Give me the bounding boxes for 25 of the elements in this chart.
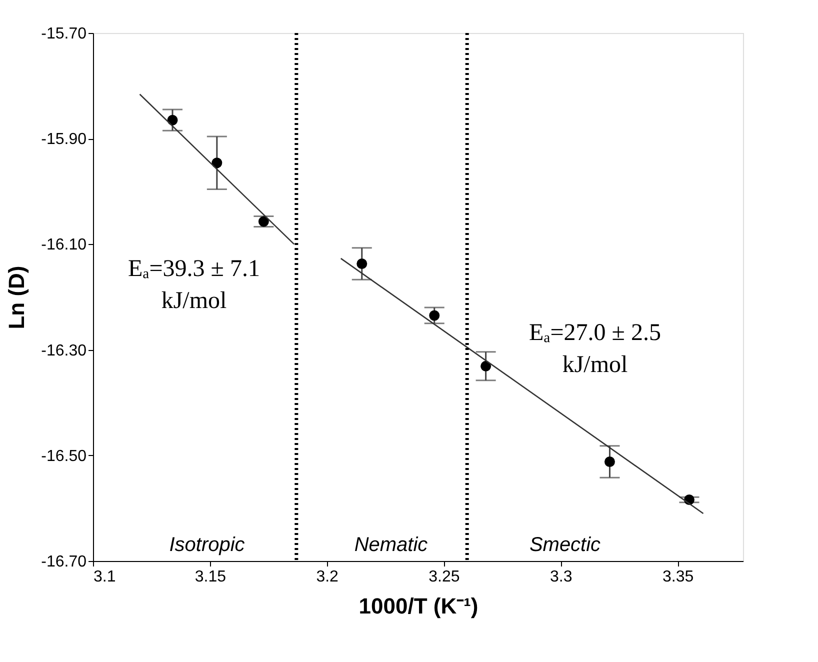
x-tick-label: 3.25 xyxy=(428,568,460,586)
x-tick-label: 3.3 xyxy=(550,568,572,586)
point xyxy=(356,258,368,269)
point xyxy=(480,360,492,372)
point xyxy=(604,456,615,467)
y-tick-label: -16.50 xyxy=(41,448,87,465)
y-tick-label: -16.70 xyxy=(41,554,87,570)
annotation: Eₐ=39.3 ± 7.1 kJ/mol xyxy=(128,256,260,314)
y-tick-label: -15.70 xyxy=(41,26,87,42)
annotation: Smectic xyxy=(529,534,601,556)
point xyxy=(212,158,222,168)
x-tick-label: 3.1 xyxy=(94,568,116,586)
x-axis-title: 1000/T (K⁻¹) xyxy=(358,594,478,618)
annotation: Nematic xyxy=(354,534,428,556)
x-tick-label: 3.35 xyxy=(662,568,694,586)
y-tick-label: -16.30 xyxy=(41,342,87,360)
y-tick-label: -15.90 xyxy=(41,131,87,148)
y-tick-label: -16.10 xyxy=(41,236,87,254)
point xyxy=(258,216,269,227)
annotation: Isotropic xyxy=(169,534,245,556)
x-tick-label: 3.2 xyxy=(316,568,339,586)
x-tick-label: 3.15 xyxy=(194,568,226,586)
y-axis-title: Ln (D) xyxy=(4,266,30,330)
point xyxy=(429,310,440,321)
annotation: Eₐ=27.0 ± 2.5 kJ/mol xyxy=(529,320,661,378)
